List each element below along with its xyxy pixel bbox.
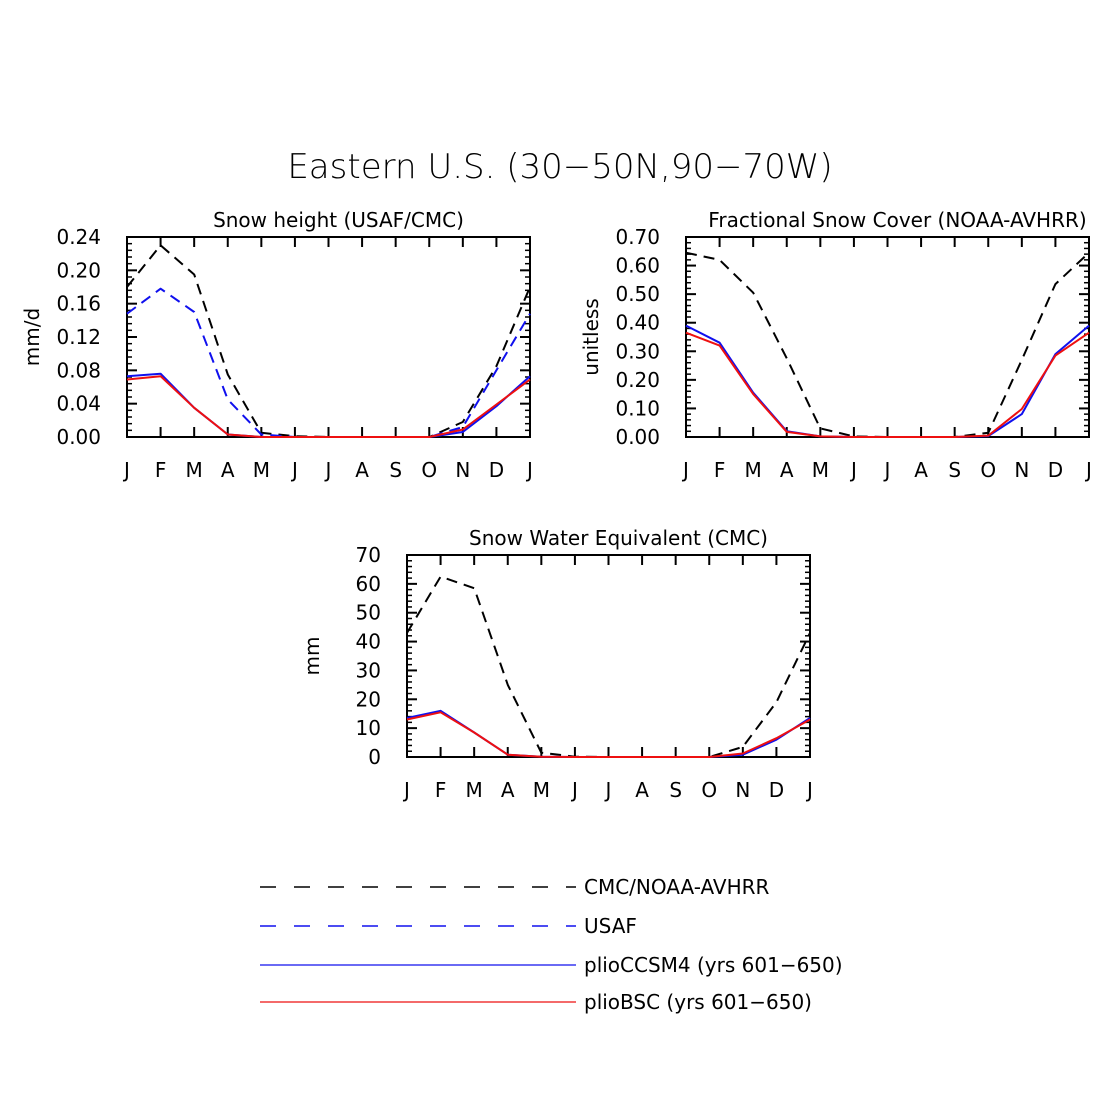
x-tick-label: D — [489, 458, 504, 482]
y-tick-label: 20 — [356, 687, 381, 711]
y-tick-label: 40 — [356, 630, 381, 654]
y-tick-label: 0.70 — [615, 225, 660, 249]
y-tick-label: 0.24 — [56, 225, 101, 249]
legend-item-pliobsc-yrs-601-650: plioBSC (yrs 601−650) — [260, 990, 812, 1014]
x-tick-label: S — [948, 458, 961, 482]
legend-label: CMC/NOAA-AVHRR — [584, 875, 770, 899]
x-tick-label: F — [435, 778, 447, 802]
y-tick-label: 0.08 — [56, 358, 101, 382]
x-tick-label: J — [402, 778, 410, 802]
x-tick-label: M — [186, 458, 203, 482]
chart-fractional-snow-cover: Fractional Snow Cover (NOAA-AVHRR) unitle… — [579, 208, 1092, 482]
y-tick-label: 50 — [356, 601, 381, 625]
legend-label: USAF — [584, 914, 637, 938]
x-tick-label: A — [914, 458, 928, 482]
x-tick-label: D — [769, 778, 784, 802]
y-tick-label: 0.60 — [615, 254, 660, 278]
y-tick-label: 70 — [356, 543, 381, 567]
y-tick-label: 0.50 — [615, 282, 660, 306]
chart-title: Fractional Snow Cover (NOAA-AVHRR) — [708, 208, 1086, 232]
plot-frame — [126, 236, 531, 438]
figure-title: Eastern U.S. (30−50N,90−70W) — [287, 147, 832, 187]
y-tick-label: 0.16 — [56, 292, 101, 316]
y-axis-label: unitless — [579, 298, 603, 375]
series-line-cmc-noaa-avhrr — [685, 251, 1090, 438]
x-tick-label: A — [780, 458, 794, 482]
plot-frame — [685, 236, 1090, 438]
x-tick-label: S — [389, 458, 402, 482]
x-tick-label: J — [122, 458, 130, 482]
x-tick-label: M — [533, 778, 550, 802]
y-tick-label: 0.30 — [615, 339, 660, 363]
y-axis-label: mm/d — [20, 308, 44, 366]
x-tick-label: F — [714, 458, 726, 482]
series-line-cmc-noaa-avhrr — [126, 244, 531, 438]
y-tick-label: 0.20 — [615, 368, 660, 392]
chart-title: Snow height (USAF/CMC) — [213, 208, 464, 232]
x-tick-label: M — [253, 458, 270, 482]
x-tick-label: J — [805, 778, 813, 802]
x-tick-label: D — [1048, 458, 1063, 482]
x-tick-label: J — [849, 458, 857, 482]
y-tick-label: 30 — [356, 658, 381, 682]
x-tick-label: A — [635, 778, 649, 802]
series-line-pliobsc-yrs-601-650 — [406, 711, 811, 758]
x-tick-label: A — [501, 778, 515, 802]
legend-label: plioCCSM4 (yrs 601−650) — [584, 953, 843, 977]
x-tick-label: M — [466, 778, 483, 802]
y-tick-label: 0.10 — [615, 396, 660, 420]
legend-item-usaf: USAF — [260, 914, 637, 938]
x-tick-label: O — [421, 458, 437, 482]
series-line-pliobsc-yrs-601-650 — [685, 331, 1090, 438]
x-tick-label: N — [455, 458, 470, 482]
x-tick-label: F — [155, 458, 167, 482]
x-tick-label: M — [812, 458, 829, 482]
legend-item-cmc-noaa-avhrr: CMC/NOAA-AVHRR — [260, 875, 770, 899]
x-tick-label: J — [883, 458, 891, 482]
legend-label: plioBSC (yrs 601−650) — [584, 990, 812, 1014]
chart-snow-height: Snow height (USAF/CMC) mm/d 0.00 0.04 0.08 0.… — [20, 208, 533, 482]
x-tick-label: J — [324, 458, 332, 482]
series-line-cmc-noaa-avhrr — [406, 575, 811, 758]
y-tick-label: 0.20 — [56, 258, 101, 282]
y-tick-label: 0.12 — [56, 325, 101, 349]
legend-item-plioccsm4-yrs-601-650: plioCCSM4 (yrs 601−650) — [260, 953, 843, 977]
chart-title: Snow Water Equivalent (CMC) — [469, 526, 768, 550]
series-line-usaf — [126, 287, 531, 438]
x-tick-label: J — [525, 458, 533, 482]
y-tick-label: 0.04 — [56, 392, 101, 416]
x-tick-label: O — [701, 778, 717, 802]
x-tick-label: N — [1014, 458, 1029, 482]
chart-snow-water-equivalent: Snow Water Equivalent (CMC) mm 0 10 20 30 40 50… — [300, 526, 813, 802]
series-line-pliobsc-yrs-601-650 — [126, 375, 531, 438]
y-tick-label: 0.40 — [615, 311, 660, 335]
legend: CMC/NOAA-AVHRR USAF plioCCSM4 (yrs 601−650… — [260, 875, 843, 1014]
x-tick-label: S — [669, 778, 682, 802]
y-tick-label: 0.00 — [56, 425, 101, 449]
y-tick-label: 0.00 — [615, 425, 660, 449]
x-tick-label: J — [570, 778, 578, 802]
x-tick-label: J — [290, 458, 298, 482]
y-tick-label: 0 — [368, 745, 381, 769]
x-tick-label: N — [735, 778, 750, 802]
y-axis-label: mm — [300, 637, 324, 676]
x-tick-label: A — [355, 458, 369, 482]
x-tick-label: O — [980, 458, 996, 482]
series-line-plioccsm4-yrs-601-650 — [685, 324, 1090, 438]
x-tick-label: M — [745, 458, 762, 482]
x-tick-label: J — [1084, 458, 1092, 482]
x-tick-label: A — [221, 458, 235, 482]
x-tick-label: J — [681, 458, 689, 482]
x-tick-label: J — [604, 778, 612, 802]
y-tick-label: 60 — [356, 572, 381, 596]
y-tick-label: 10 — [356, 716, 381, 740]
